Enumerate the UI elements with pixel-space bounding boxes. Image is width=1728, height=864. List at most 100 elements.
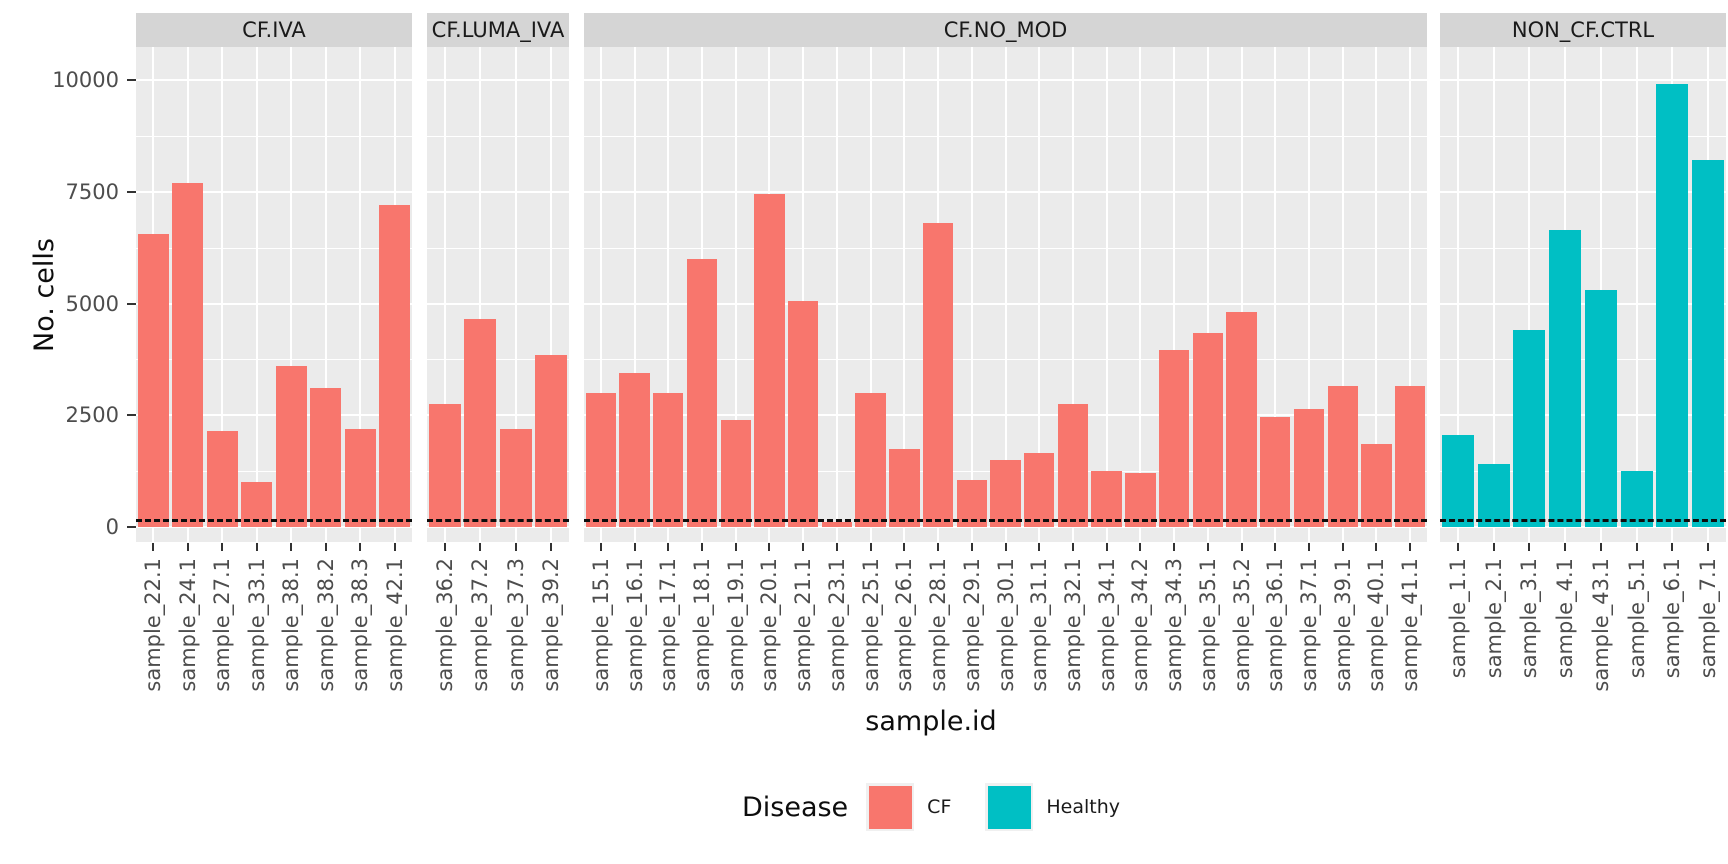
category-gridline — [1173, 47, 1176, 542]
major-gridline — [427, 414, 569, 417]
sample-bar — [1226, 312, 1257, 527]
x-tick-label: sample_24.1 — [175, 558, 200, 692]
x-tick — [1173, 543, 1176, 551]
major-gridline — [1440, 302, 1726, 305]
x-tick — [324, 543, 327, 551]
sample-bar — [1441, 435, 1474, 527]
facet-panel — [584, 47, 1427, 542]
x-tick — [393, 543, 396, 551]
major-gridline — [136, 302, 412, 305]
y-tick — [127, 302, 136, 305]
y-tick-label: 0 — [105, 515, 119, 539]
category-gridline — [1635, 47, 1638, 542]
y-tick — [127, 526, 136, 528]
y-tick-label: 10000 — [52, 68, 119, 92]
sample-bar — [1584, 290, 1617, 527]
threshold-dashed-line — [427, 518, 569, 522]
x-tick — [1707, 543, 1710, 551]
y-tick — [127, 190, 136, 193]
x-tick-label: sample_26.1 — [892, 558, 917, 692]
x-tick-label: sample_37.2 — [468, 558, 493, 692]
x-tick — [1206, 543, 1209, 551]
category-gridline — [1105, 47, 1108, 542]
category-gridline — [1274, 47, 1277, 542]
major-gridline — [1440, 190, 1726, 193]
major-gridline — [1440, 79, 1726, 81]
major-gridline — [427, 190, 569, 193]
x-tick-label: sample_15.1 — [588, 558, 613, 692]
category-gridline — [1004, 47, 1007, 542]
sample-bar — [619, 372, 650, 527]
facet-strip: CF.IVA — [136, 13, 412, 47]
x-tick-label: sample_40.1 — [1364, 558, 1389, 692]
sample-bar — [1692, 160, 1725, 527]
x-tick-label: sample_2.1 — [1481, 558, 1506, 679]
category-gridline — [443, 47, 446, 542]
x-tick-label: sample_37.1 — [1296, 558, 1321, 692]
legend-label-healthy: Healthy — [1046, 796, 1121, 818]
x-tick-label: sample_39.1 — [1330, 558, 1355, 692]
threshold-dashed-line — [584, 518, 1427, 522]
x-tick — [1456, 543, 1459, 551]
x-tick — [290, 543, 293, 551]
category-gridline — [599, 47, 602, 542]
x-tick — [701, 543, 704, 551]
minor-gridline — [136, 247, 412, 249]
facet-strip-label: CF.LUMA_IVA — [431, 18, 565, 42]
sample-bar — [137, 234, 169, 527]
category-gridline — [550, 47, 553, 542]
x-tick-label: sample_38.3 — [348, 558, 373, 692]
sample-bar — [1091, 471, 1122, 527]
sample-bar — [1327, 386, 1358, 527]
x-tick-label: sample_30.1 — [993, 558, 1018, 692]
x-tick — [937, 543, 940, 551]
sample-bar — [653, 392, 684, 527]
minor-gridline — [136, 135, 412, 137]
sample-bar — [754, 193, 785, 527]
x-tick — [1492, 543, 1495, 551]
x-tick-label: sample_39.2 — [539, 558, 564, 692]
minor-gridline — [1440, 359, 1726, 361]
x-tick — [186, 543, 189, 551]
category-gridline — [290, 47, 293, 542]
category-gridline — [1240, 47, 1243, 542]
category-gridline — [903, 47, 906, 542]
category-gridline — [970, 47, 973, 542]
x-tick — [152, 543, 155, 551]
major-gridline — [136, 79, 412, 81]
x-tick-label: sample_31.1 — [1027, 558, 1052, 692]
x-tick-label: sample_28.1 — [926, 558, 951, 692]
x-tick-label: sample_36.1 — [1263, 558, 1288, 692]
sample-bar — [788, 301, 819, 527]
category-gridline — [667, 47, 670, 542]
sample-bar — [1361, 444, 1392, 527]
minor-gridline — [427, 471, 569, 473]
sample-bar — [922, 223, 954, 527]
facet-strip: NON_CF.CTRL — [1440, 13, 1726, 47]
y-tick-label: 7500 — [65, 179, 119, 204]
facet-panel — [1440, 47, 1726, 542]
minor-gridline — [1440, 471, 1726, 473]
sample-bar — [535, 354, 568, 527]
x-tick-label: sample_25.1 — [858, 558, 883, 692]
category-gridline — [1206, 47, 1209, 542]
category-gridline — [255, 47, 258, 542]
sample-bar — [1656, 84, 1689, 527]
x-tick — [1528, 543, 1531, 551]
sample-bar — [1024, 453, 1055, 527]
category-gridline — [1528, 47, 1531, 542]
x-tick-label: sample_5.1 — [1624, 558, 1649, 679]
category-gridline — [221, 47, 224, 542]
x-axis-title: sample.id — [865, 706, 997, 737]
x-tick-label: sample_4.1 — [1553, 558, 1578, 679]
x-tick — [903, 543, 906, 551]
sample-bar — [206, 430, 238, 527]
x-tick-label: sample_34.1 — [1094, 558, 1119, 692]
x-tick — [1105, 543, 1108, 551]
sample-bar — [464, 319, 497, 527]
x-tick — [970, 543, 973, 551]
x-tick-label: sample_19.1 — [723, 558, 748, 692]
sample-bar — [1260, 417, 1291, 527]
x-tick — [443, 543, 446, 551]
